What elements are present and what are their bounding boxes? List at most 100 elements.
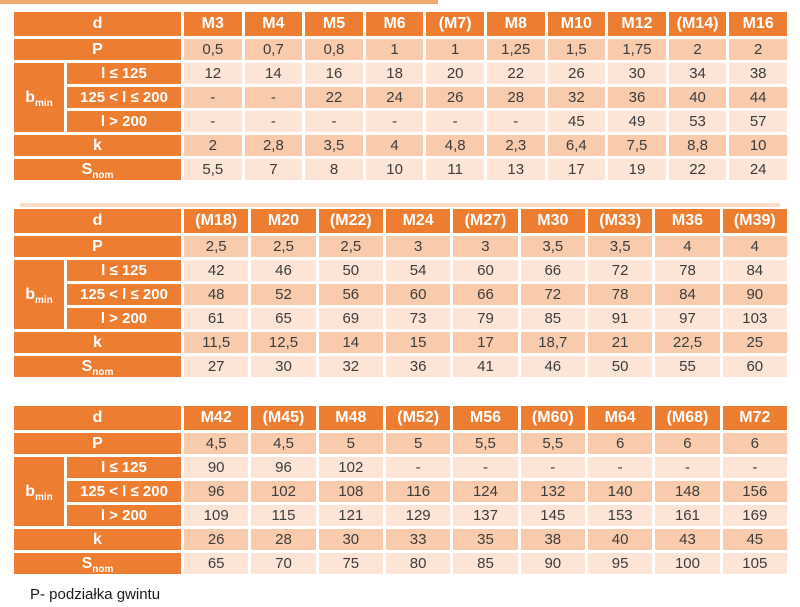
pitch-cell: 4	[722, 236, 787, 257]
k-cell: 11,5	[184, 332, 249, 353]
snom-cell: 7	[244, 159, 303, 180]
bmin-gt200-cell: 161	[655, 505, 720, 526]
bmin-gt200-cell: -	[426, 111, 484, 132]
bmin-gt200-cell: 121	[318, 505, 383, 526]
snom-cell: 10	[365, 159, 424, 180]
row-label-bmin-base: b	[25, 286, 35, 303]
pitch-cell: 5	[385, 433, 451, 454]
snom-cell: 80	[385, 553, 451, 574]
bmin-gt200-cell: 153	[587, 505, 653, 526]
col-header-M30: M30	[520, 209, 585, 233]
bmin-le125-cell: 12	[184, 63, 242, 84]
bmin-le125-cell: 18	[365, 63, 424, 84]
bmin-gt200-cell: 85	[520, 308, 585, 329]
row-label-len3: l > 200	[67, 308, 181, 329]
pitch-cell: 3	[453, 236, 518, 257]
k-cell: 2	[184, 135, 242, 156]
col-header-M64: M64	[587, 406, 653, 430]
snom-cell: 22	[668, 159, 727, 180]
k-cell: 22,5	[655, 332, 720, 353]
bmin-le125-cell: -	[520, 457, 585, 478]
bmin-le125-cell: 14	[244, 63, 303, 84]
bmin-125-200-cell: 56	[318, 284, 383, 305]
bmin-gt200-cell: 57	[729, 111, 787, 132]
row-label-k: k	[14, 332, 181, 353]
row-head-height-k: k 26 28 30 33 35 38 40 43 45	[14, 529, 787, 550]
col-header-M39: (M39)	[722, 209, 787, 233]
bmin-gt200-cell: 73	[385, 308, 451, 329]
bmin-le125-cell: 20	[426, 63, 484, 84]
col-header-M33: (M33)	[587, 209, 653, 233]
pitch-cell: 6	[655, 433, 720, 454]
k-cell: 43	[655, 529, 720, 550]
row-snom: Snom 65 70 75 80 85 90 95 100 105	[14, 553, 787, 574]
k-cell: 2,8	[244, 135, 303, 156]
bmin-125-200-cell: 156	[722, 481, 787, 502]
pitch-cell: 5	[318, 433, 383, 454]
col-header-M52: (M52)	[385, 406, 451, 430]
bmin-125-200-cell: 52	[251, 284, 316, 305]
k-cell: 6,4	[547, 135, 606, 156]
bmin-le125-cell: 22	[486, 63, 545, 84]
row-label-bmin: bmin	[14, 63, 64, 132]
row-bmin-gt-200: l > 200 61 65 69 73 79 85 91 97 103	[14, 308, 787, 329]
bmin-gt200-cell: 49	[608, 111, 666, 132]
snom-cell: 13	[486, 159, 545, 180]
row-label-bmin: bmin	[14, 457, 64, 526]
row-label-bmin-sub: min	[35, 295, 53, 307]
row-bmin-l-le-125: bmin l ≤ 125 12 14 16 18 20 22 26 30 34 38	[14, 63, 787, 132]
pitch-cell: 2	[729, 39, 787, 60]
k-cell: 26	[184, 529, 249, 550]
row-head-height-k: k 2 2,8 3,5 4 4,8 2,3 6,4 7,5 8,8 10	[14, 135, 787, 156]
row-label-bmin-base: b	[25, 89, 35, 106]
pitch-cell: 4,5	[184, 433, 249, 454]
snom-cell: 75	[318, 553, 383, 574]
bmin-le125-cell: 42	[184, 260, 249, 281]
row-label-snom: Snom	[14, 159, 181, 180]
col-header-M27: (M27)	[453, 209, 518, 233]
bmin-125-200-cell: 44	[729, 87, 787, 108]
snom-cell: 11	[426, 159, 484, 180]
row-label-len2: 125 < l ≤ 200	[67, 481, 181, 502]
pitch-cell: 6	[587, 433, 653, 454]
header-row-d: d M3 M4 M5 M6 (M7) M8 M10 M12 (M14) M16	[14, 12, 787, 36]
bmin-gt200-cell: 103	[722, 308, 787, 329]
row-pitch: P 2,5 2,5 2,5 3 3 3,5 3,5 4 4	[14, 236, 787, 257]
bmin-125-200-cell: 116	[385, 481, 451, 502]
snom-cell: 32	[318, 356, 383, 377]
bmin-125-200-cell: 66	[453, 284, 518, 305]
bmin-le125-cell: -	[453, 457, 518, 478]
bmin-gt200-cell: 69	[318, 308, 383, 329]
bmin-le125-cell: -	[655, 457, 720, 478]
k-cell: 15	[385, 332, 451, 353]
col-header-M16: M16	[729, 12, 787, 36]
bmin-le125-cell: -	[722, 457, 787, 478]
bmin-le125-cell: 30	[608, 63, 666, 84]
snom-cell: 85	[453, 553, 518, 574]
pitch-cell: 1,25	[486, 39, 545, 60]
pitch-cell: 3,5	[520, 236, 585, 257]
pitch-cell: 3,5	[587, 236, 653, 257]
bmin-le125-cell: 46	[251, 260, 316, 281]
bmin-gt200-cell: 129	[385, 505, 451, 526]
k-cell: 3,5	[305, 135, 363, 156]
bmin-le125-cell: 102	[318, 457, 383, 478]
k-cell: 35	[453, 529, 518, 550]
row-head-height-k: k 11,5 12,5 14 15 17 18,7 21 22,5 25	[14, 332, 787, 353]
bmin-le125-cell: 96	[251, 457, 316, 478]
bmin-125-200-cell: 84	[655, 284, 720, 305]
bmin-125-200-cell: 108	[318, 481, 383, 502]
row-label-snom-base: S	[81, 358, 93, 375]
row-label-bmin-sub: min	[35, 98, 53, 110]
snom-cell: 100	[655, 553, 720, 574]
k-cell: 21	[587, 332, 653, 353]
bmin-125-200-cell: 132	[520, 481, 585, 502]
k-cell: 17	[453, 332, 518, 353]
col-header-M4: M4	[244, 12, 303, 36]
pitch-cell: 2	[668, 39, 727, 60]
k-cell: 2,3	[486, 135, 545, 156]
row-pitch: P 4,5 4,5 5 5 5,5 5,5 6 6 6	[14, 433, 787, 454]
bmin-125-200-cell: 124	[453, 481, 518, 502]
pitch-cell: 5,5	[453, 433, 518, 454]
